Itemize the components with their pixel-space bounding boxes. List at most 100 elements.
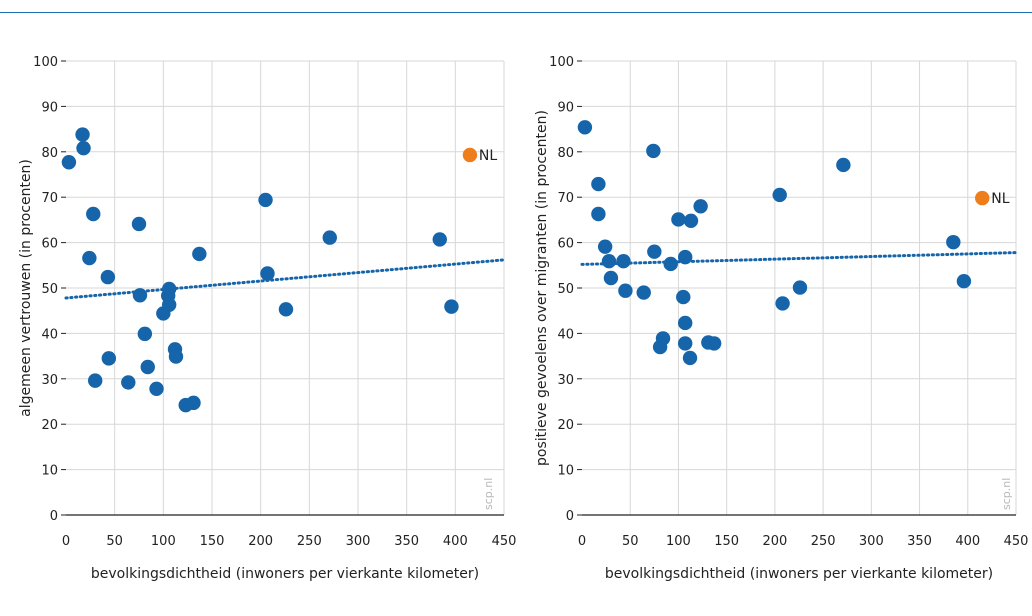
y-tick-label: 40 xyxy=(41,327,58,342)
x-tick-label: 250 xyxy=(297,534,322,549)
trendline xyxy=(64,258,506,300)
x-tick-label: 200 xyxy=(762,534,787,549)
data-point xyxy=(836,157,851,173)
x-tick-label: 200 xyxy=(248,534,273,549)
y-tick-label: 60 xyxy=(557,237,574,252)
y-tick-label: 40 xyxy=(557,327,574,342)
data-point xyxy=(671,212,686,227)
x-tick-label: 100 xyxy=(666,534,691,549)
data-point xyxy=(432,232,447,247)
data-point xyxy=(618,283,633,298)
data-point xyxy=(676,289,691,305)
x-tick-label: 150 xyxy=(200,534,225,549)
data-point xyxy=(322,230,337,245)
x-tick-label: 150 xyxy=(714,534,739,549)
y-tick-label: 10 xyxy=(557,464,574,479)
x-axis-title: bevolkingsdichtheid (inwoners per vierka… xyxy=(605,566,993,582)
data-point xyxy=(149,381,164,396)
y-tick-label: 90 xyxy=(41,100,58,115)
x-tick-label: 250 xyxy=(811,534,836,549)
data-point xyxy=(663,256,678,272)
data-point xyxy=(946,234,961,250)
data-points xyxy=(61,127,459,413)
data-point xyxy=(646,143,661,159)
x-tick-label: 0 xyxy=(62,534,70,549)
data-point xyxy=(132,288,148,303)
x-tick-label: 400 xyxy=(955,534,980,549)
x-tick-label: 450 xyxy=(492,534,517,549)
data-point xyxy=(278,302,294,317)
data-point xyxy=(647,244,662,259)
chart-panel-2: 0 10 20 30 40 50 60 70 80 90 100 0 50 100 150 200 250 300… xyxy=(534,55,1028,582)
data-point xyxy=(137,326,153,342)
highlight-label: NL xyxy=(479,148,497,164)
data-point xyxy=(82,250,97,266)
data-point xyxy=(601,254,617,269)
y-axis-title: positieve gevoelens over migranten (in p… xyxy=(534,110,550,466)
x-tick-label: 100 xyxy=(151,534,176,549)
gridlines xyxy=(66,60,505,515)
data-point xyxy=(86,206,101,222)
data-point xyxy=(121,375,136,390)
chart-panel-1: 0 10 20 30 40 50 60 70 80 90 100 0 50 100 150 200 250 300… xyxy=(18,55,516,582)
data-points xyxy=(577,120,972,366)
data-point xyxy=(577,120,593,135)
data-point xyxy=(683,213,699,229)
data-point xyxy=(772,187,787,203)
data-point xyxy=(140,359,155,375)
x-tick-label: 50 xyxy=(106,534,123,549)
y-tick-label: 70 xyxy=(557,191,574,206)
y-tick-label: 20 xyxy=(41,418,58,433)
data-point xyxy=(591,176,606,192)
data-point xyxy=(258,192,273,208)
y-tick-label: 70 xyxy=(41,191,58,206)
data-point xyxy=(677,336,693,351)
data-point xyxy=(956,273,972,289)
watermark: scp.nl xyxy=(482,478,495,510)
data-point xyxy=(192,246,207,262)
data-point xyxy=(88,373,103,388)
y-tick-label: 100 xyxy=(549,55,574,70)
y-tick-label: 0 xyxy=(50,509,58,524)
y-tick-label: 60 xyxy=(41,237,58,252)
x-tick-label: 450 xyxy=(1004,534,1029,549)
data-point xyxy=(131,216,147,232)
y-tick-label: 90 xyxy=(557,100,574,115)
trendline xyxy=(580,251,1018,266)
highlight-point-nl xyxy=(975,190,990,206)
highlight-point-nl xyxy=(462,147,478,163)
x-tick-label: 50 xyxy=(622,534,639,549)
data-point xyxy=(186,395,201,411)
data-point xyxy=(603,270,619,286)
x-tick-label: 400 xyxy=(443,534,468,549)
y-tick-label: 30 xyxy=(41,373,58,388)
y-tick-label: 100 xyxy=(33,55,58,70)
data-point xyxy=(260,266,275,281)
top-rule xyxy=(0,12,1032,13)
y-tick-label: 0 xyxy=(566,509,574,524)
data-point xyxy=(591,206,606,222)
data-point xyxy=(677,315,693,331)
data-point xyxy=(682,350,698,366)
y-tick-label: 20 xyxy=(557,418,574,433)
data-point xyxy=(677,249,693,265)
y-tick-label: 80 xyxy=(41,146,58,161)
data-point xyxy=(792,280,808,295)
data-point xyxy=(76,140,91,156)
data-point xyxy=(636,285,651,300)
x-tick-label: 0 xyxy=(578,534,586,549)
data-point xyxy=(616,254,631,269)
highlight-label: NL xyxy=(991,191,1009,207)
x-tick-label: 300 xyxy=(859,534,884,549)
data-point xyxy=(161,281,177,297)
watermark: scp.nl xyxy=(1000,478,1013,510)
data-point xyxy=(75,127,90,142)
data-point xyxy=(61,155,77,170)
data-point xyxy=(101,351,117,366)
x-tick-label: 350 xyxy=(394,534,419,549)
y-tick-label: 50 xyxy=(557,282,574,297)
y-tick-label: 30 xyxy=(557,373,574,388)
data-point xyxy=(161,297,177,312)
data-point xyxy=(693,199,708,214)
y-tick-label: 80 xyxy=(557,146,574,161)
